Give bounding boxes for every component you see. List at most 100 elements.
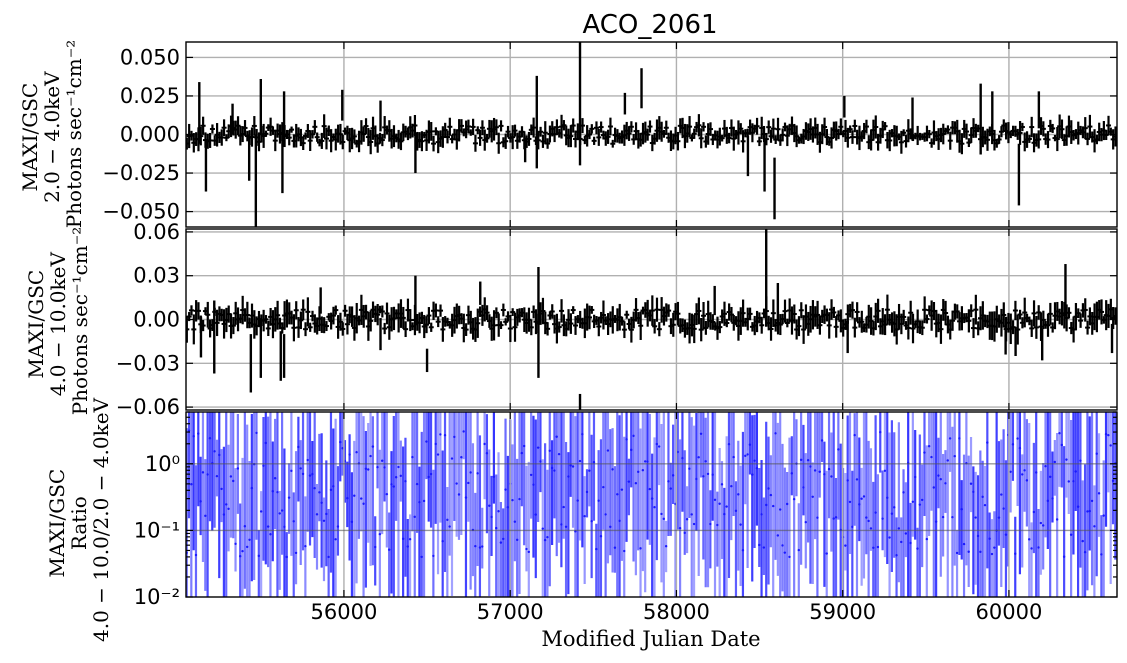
ratio-point (948, 437, 952, 440)
ratio-point (639, 547, 642, 550)
ylabel-soft: MAXI/GSC 2.0 − 4.0keV Photons sec⁻¹cm⁻² (18, 40, 86, 229)
ratio-point (1067, 480, 1070, 483)
ratio-point (215, 474, 219, 478)
ratio-point (783, 551, 787, 554)
ratio-point (609, 525, 612, 529)
ratio-point (255, 431, 258, 435)
ratio-point (718, 502, 721, 505)
ratio-point (425, 440, 428, 443)
ratio-point (341, 447, 344, 450)
ratio-point (1088, 509, 1091, 513)
ratio-point (923, 451, 926, 454)
ratio-point (527, 550, 531, 554)
ratio-point (492, 475, 496, 478)
ratio-point (788, 555, 791, 559)
ratio-point (187, 429, 191, 432)
ratio-point (1058, 432, 1061, 435)
ratio-point (499, 541, 503, 544)
ratio-point (420, 555, 423, 559)
ratio-point (771, 504, 775, 508)
ratio-point (467, 481, 470, 485)
ratio-point (353, 494, 356, 497)
ratio-point (737, 493, 740, 496)
ratio-point (846, 479, 849, 482)
ratio-point (413, 515, 416, 519)
ratio-point (667, 480, 670, 483)
ratio-point (190, 483, 193, 486)
ratio-point (299, 467, 302, 470)
ratio-point (506, 506, 510, 509)
ratio-point (234, 542, 237, 546)
ratio-point (890, 512, 894, 515)
ratio-point (634, 482, 638, 485)
ratio-point (585, 490, 589, 494)
ratio-point (650, 497, 654, 500)
ratio-point (485, 452, 489, 455)
ratio-point (785, 502, 789, 506)
ratio-point (362, 502, 365, 505)
ratio-point (769, 493, 773, 497)
ratio-point (1046, 499, 1050, 503)
ratio-point (939, 477, 942, 481)
ratio-point (378, 532, 382, 536)
ratio-point (348, 453, 351, 456)
y-tick-label: 10⁰ (145, 452, 180, 476)
ratio-point (1004, 533, 1008, 536)
ratio-point (823, 472, 826, 476)
ratio-point (1081, 539, 1084, 543)
ratio-point (429, 472, 433, 476)
ratio-point (511, 498, 514, 502)
ratio-point (571, 465, 575, 468)
ratio-point (311, 472, 314, 476)
ratio-point (720, 483, 724, 486)
ratio-point (734, 509, 738, 513)
ratio-point (683, 531, 686, 535)
ratio-point (346, 497, 349, 500)
ratio-point (902, 491, 905, 494)
ratio-point (1076, 505, 1080, 508)
ratio-point (276, 490, 279, 494)
ratio-point (653, 506, 656, 509)
ratio-point (974, 516, 977, 519)
ratio-point (474, 544, 477, 548)
ratio-point (269, 533, 272, 536)
ratio-point (681, 456, 684, 460)
ratio-point (569, 464, 572, 467)
ratio-point (460, 456, 463, 459)
ratio-point (555, 435, 558, 438)
ratio-point (1032, 510, 1036, 514)
ratio-point (1102, 514, 1105, 517)
x-axis-label: Modified Julian Date (541, 627, 760, 651)
yticks-hard: −0.06 −0.03 0.00 0.03 0.06 (116, 220, 1117, 419)
ratio-point (541, 527, 544, 530)
ratio-point (243, 525, 247, 528)
ratio-point (727, 442, 731, 446)
ratio-point (830, 475, 833, 478)
ratio-point (655, 442, 659, 446)
ratio-point (904, 532, 908, 535)
panel-soft: −0.050 −0.025 0.000 0.025 0.050 MAXI/GSC 2.0… (18, 40, 1118, 229)
ratio-point (625, 438, 628, 441)
ratio-point (804, 520, 807, 524)
ratio-point (660, 512, 663, 516)
ratio-point (439, 433, 442, 436)
ratio-point (1079, 459, 1082, 462)
ratio-point (515, 538, 519, 542)
ratio-point (746, 453, 749, 456)
ylabel-ratio: MAXI/GSC Ratio 4.0 − 10.0/2.0 − 4.0keV (45, 397, 113, 642)
ratio-point (392, 485, 396, 488)
ratio-point (371, 445, 375, 448)
ratio-point (411, 455, 414, 459)
ratio-point (301, 472, 305, 476)
ratio-point (951, 515, 954, 519)
ratio-point (606, 449, 610, 452)
ratio-point (962, 542, 966, 546)
ratio-point (222, 513, 226, 516)
ratio-point (762, 546, 766, 549)
ratio-point (706, 472, 710, 476)
ratio-point (685, 518, 689, 521)
ratio-point (986, 441, 989, 444)
ratio-point (208, 437, 212, 440)
ratio-point (446, 518, 449, 522)
y-tick-label: 0.000 (120, 123, 180, 147)
